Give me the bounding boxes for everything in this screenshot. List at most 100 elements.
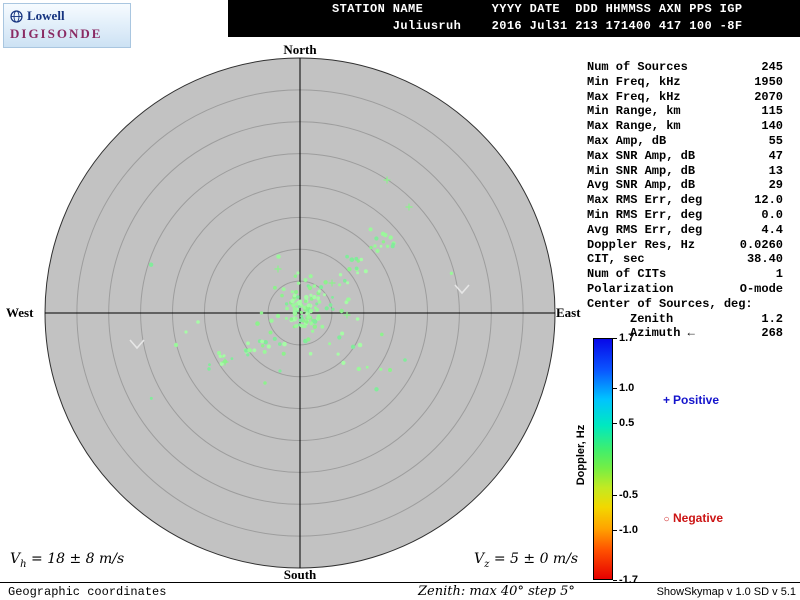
stat-row: Avg SNR Amp, dB 29 — [587, 178, 783, 193]
coordinates-mode-label: Geographic coordinates — [8, 585, 167, 599]
stat-value: 115 — [761, 104, 783, 119]
colorbar-tick-label: 1.0 — [619, 381, 635, 394]
colorbar-tick-mark — [613, 387, 617, 389]
stat-label: Min SNR Amp, dB — [587, 163, 696, 178]
lowell-digisonde-logo: Lowell DIGISONDE — [3, 3, 131, 48]
header-station-values: Juliusruh 2016 Jul31 213 171400 417 100 … — [332, 19, 743, 33]
colorbar-tick-mark — [613, 338, 617, 339]
colorbar-tick-label: -1.0 — [619, 524, 638, 537]
colorbar-tick-mark — [613, 580, 617, 581]
colorbar-tick-label: 0.5 — [619, 417, 635, 430]
stat-row: Max Amp, dB 55 — [587, 134, 783, 149]
plus-marker-icon: + — [662, 393, 670, 407]
stat-row: CIT, sec 38.40 — [587, 252, 783, 267]
stat-label: Max Range, km — [587, 119, 681, 134]
stat-value: 47 — [768, 148, 783, 163]
vh-subscript: h — [20, 558, 27, 570]
stat-value: 245 — [761, 60, 783, 74]
vz-value: = 5 ± 0 m/s — [489, 551, 579, 567]
skymap-points — [148, 176, 454, 400]
stat-row: Center of Sources, deg: — [587, 297, 783, 312]
compass-south-label: South — [283, 567, 317, 582]
stat-value: 140 — [761, 119, 783, 134]
stat-label: Avg SNR Amp, dB — [587, 178, 696, 193]
compass-east-label: East — [556, 305, 581, 320]
stat-label: Max Freq, kHz — [587, 89, 681, 104]
stat-label: Zenith — [630, 311, 674, 326]
stat-label: Max SNR Amp, dB — [587, 148, 696, 163]
stat-value: 268 — [761, 326, 783, 341]
stat-label: Max RMS Err, deg — [587, 193, 703, 208]
legend-positive: + Positive — [660, 393, 719, 407]
colorbar-tick-label: -0.5 — [619, 488, 638, 501]
stat-row: Min RMS Err, deg 0.0 — [587, 208, 783, 223]
stat-row: Min Freq, kHz 1950 — [587, 75, 783, 90]
stat-row: Max RMS Err, deg 12.0 — [587, 193, 783, 208]
stat-value: 1 — [775, 267, 783, 282]
stat-label: Min Freq, kHz — [587, 74, 681, 89]
header-bar: STATION NAME YYYY DATE DDD HHMMSS AXN PP… — [228, 0, 800, 37]
stat-value: 12.0 — [754, 193, 783, 208]
header-column-titles: STATION NAME YYYY DATE DDD HHMMSS AXN PP… — [332, 2, 743, 16]
stat-row: Min SNR Amp, dB 13 — [587, 164, 783, 179]
stat-label: Min Range, km — [587, 104, 681, 119]
footer-separator — [0, 582, 800, 583]
logo-digisonde-text: DIGISONDE — [10, 26, 103, 41]
stat-value: 1950 — [754, 74, 783, 89]
colorbar-title: Doppler, Hz — [575, 424, 587, 486]
stats-panel: Num of Sources 245 Min Freq, kHz 1950 Max Fr… — [587, 60, 783, 341]
stat-row: Avg RMS Err, deg 4.4 — [587, 223, 783, 238]
stat-row: Doppler Res, Hz 0.0260 — [587, 238, 783, 253]
stat-label: CIT, sec — [587, 252, 645, 267]
vz-subscript: z — [484, 558, 490, 570]
colorbar-tick-mark — [613, 423, 617, 425]
stat-label: Num of Sources — [587, 60, 688, 74]
skymap-svg — [44, 57, 556, 569]
colorbar-tick-label: 1.7 — [619, 332, 635, 344]
zenith-scale-note: Zenith: max 40° step 5° — [418, 584, 575, 599]
stat-label: Avg RMS Err, deg — [587, 222, 703, 237]
stat-value: 55 — [768, 133, 783, 148]
vz-symbol: V — [474, 551, 485, 567]
stat-row: Num of CITs 1 — [587, 267, 783, 282]
logo-top-row: Lowell — [10, 8, 124, 24]
legend-positive-label: Positive — [673, 393, 720, 407]
stat-value: 4.4 — [761, 222, 783, 237]
stat-value: 1.2 — [761, 311, 783, 326]
stat-value: O-mode — [739, 281, 783, 296]
stat-row: Num of Sources 245 — [587, 60, 783, 75]
stat-row: Max SNR Amp, dB 47 — [587, 149, 783, 164]
stat-label: Min RMS Err, deg — [587, 207, 703, 222]
version-label: ShowSkymap v 1.0 SD v 5.1 — [656, 586, 796, 598]
logo-lowell-text: Lowell — [27, 8, 65, 23]
stat-value: 0.0260 — [739, 237, 783, 252]
vz-readout: Vz = 5 ± 0 m/s — [474, 551, 578, 570]
skymap-chevrons — [129, 284, 470, 350]
stat-value: 13 — [768, 163, 783, 178]
stat-value: 38.40 — [746, 252, 783, 267]
compass-west-label: West — [6, 305, 34, 320]
stat-label: Center of Sources, deg: — [587, 296, 753, 311]
stat-row: Polarization O-mode — [587, 282, 783, 297]
stat-label: Doppler Res, Hz — [587, 237, 696, 252]
colorbar-gradient — [593, 338, 613, 580]
stat-row: Min Range, km 115 — [587, 104, 783, 119]
stat-value: 2070 — [754, 89, 783, 104]
stat-label: Polarization — [587, 281, 674, 296]
vh-readout: Vh = 18 ± 8 m/s — [10, 551, 124, 570]
legend-negative-label: Negative — [673, 511, 724, 525]
colorbar-tick-label: -1.7 — [619, 574, 638, 586]
stat-row: Max Freq, kHz 2070 — [587, 90, 783, 105]
legend-negative: ○ Negative — [660, 511, 723, 525]
vh-value: = 18 ± 8 m/s — [26, 551, 125, 567]
stat-value: 0.0 — [761, 207, 783, 222]
circle-marker-icon: ○ — [663, 514, 670, 525]
stat-value: 29 — [768, 178, 783, 193]
vh-symbol: V — [10, 551, 21, 567]
stat-label: Max Amp, dB — [587, 133, 667, 148]
colorbar-tick-mark — [613, 494, 617, 496]
globe-icon — [10, 9, 23, 23]
stat-row: Max Range, km 140 — [587, 119, 783, 134]
stat-row: Zenith 1.2 — [587, 312, 783, 327]
